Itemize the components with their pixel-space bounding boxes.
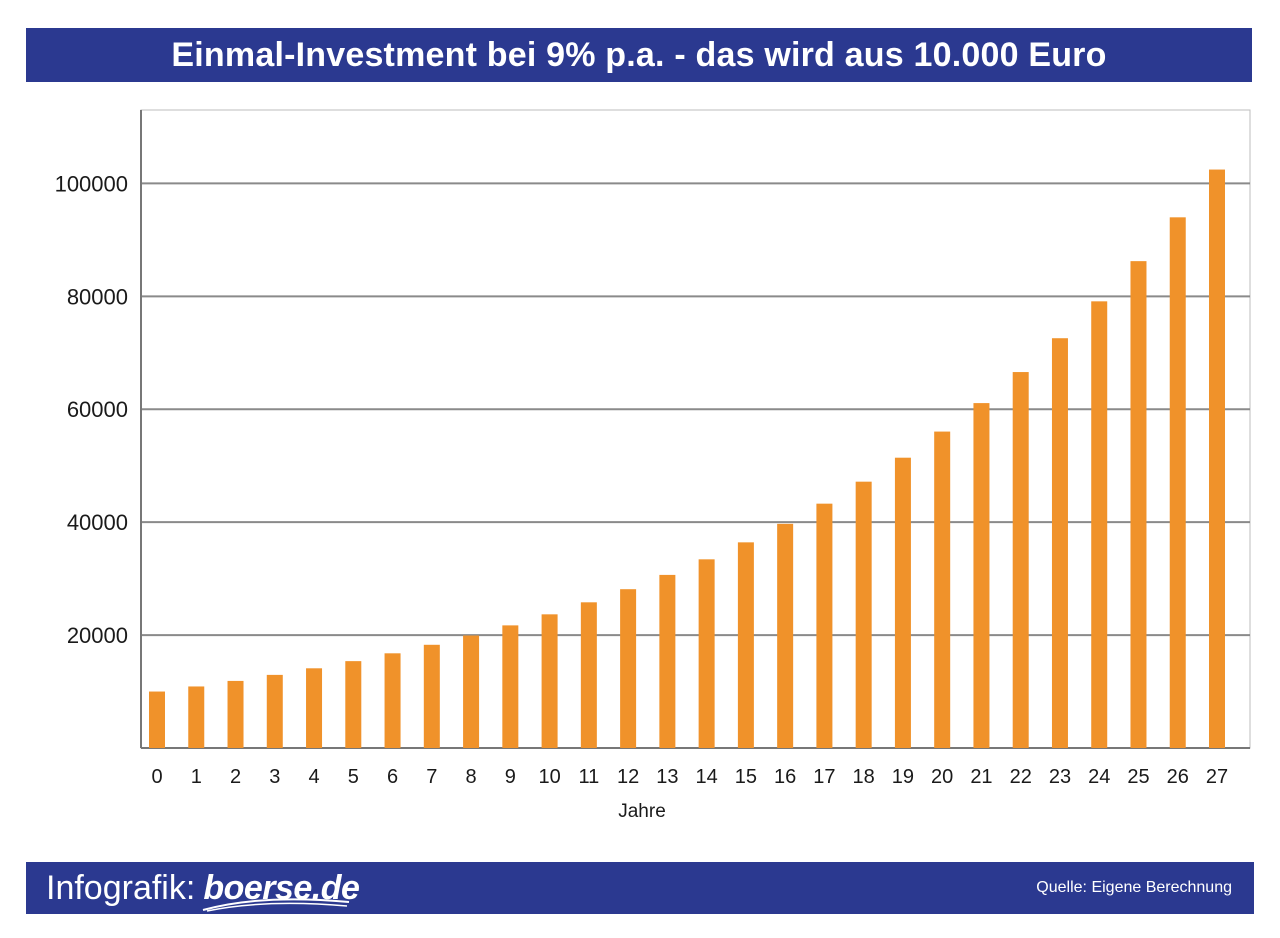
bar [934,431,951,748]
bar [737,542,754,748]
bar [266,674,283,748]
bar [1012,372,1029,748]
x-tick-label: 2 [230,766,241,788]
x-tick-label: 15 [735,766,757,788]
x-tick-label: 16 [774,766,796,788]
bar [1169,217,1186,748]
bar [188,686,205,748]
bar [973,403,990,748]
y-tick-label: 60000 [67,397,128,422]
logo-swoosh-icon [203,898,350,912]
x-tick-label: 0 [151,766,162,788]
x-tick-label: 23 [1049,766,1071,788]
bar [384,653,401,748]
x-tick-label: 17 [813,766,835,788]
y-tick-label: 100000 [55,171,128,196]
x-tick-label: 20 [931,766,953,788]
bar [541,614,558,748]
x-tick-label: 27 [1206,766,1228,788]
bar [580,602,597,748]
bar [659,574,676,748]
x-tick-label: 3 [269,766,280,788]
source-note: Quelle: Eigene Berechnung [1036,879,1232,896]
y-tick-label: 80000 [67,284,128,309]
x-tick-label: 6 [387,766,398,788]
x-tick-label: 4 [308,766,319,788]
bar [149,691,165,748]
x-tick-label: 26 [1167,766,1189,788]
x-tick-label: 1 [191,766,202,788]
x-tick-label: 19 [892,766,914,788]
title-bar: Einmal-Investment bei 9% p.a. - das wird… [26,28,1252,82]
x-tick-label: 10 [538,766,560,788]
x-axis-title: Jahre [618,801,666,822]
bar [1091,301,1108,748]
bar [423,644,440,748]
x-tick-label: 5 [348,766,359,788]
x-tick-label: 18 [853,766,875,788]
boerse-logo: boerse.de [203,862,360,914]
bar [620,589,637,748]
bar [777,523,794,748]
bar [1130,261,1147,748]
bar [894,457,911,748]
bar [816,503,833,748]
bar [855,481,872,748]
bar [463,635,480,748]
infografik-label: Infografik: [46,868,196,907]
x-tick-label: 11 [578,766,599,788]
bar [1051,338,1068,748]
x-tick-label: 7 [426,766,437,788]
x-tick-label: 22 [1010,766,1032,788]
x-tick-label: 8 [466,766,477,788]
footer-bar: Infografik: boerse.de Quelle: Eigene Ber… [26,862,1254,914]
y-tick-label: 40000 [67,510,128,535]
bar [306,668,323,748]
x-tick-label: 13 [656,766,678,788]
x-tick-label: 14 [696,766,718,788]
bar [698,559,715,748]
x-tick-label: 24 [1088,766,1110,788]
y-tick-label: 20000 [67,623,128,648]
footer-branding: Infografik: boerse.de [46,862,360,914]
chart-title: Einmal-Investment bei 9% p.a. - das wird… [171,35,1107,74]
x-tick-label: 25 [1127,766,1149,788]
bar [345,661,362,748]
plot-area [140,109,1251,749]
x-tick-label: 9 [505,766,516,788]
bar [502,625,519,748]
bar [227,680,244,748]
bar [1209,169,1225,749]
x-tick-label: 21 [970,766,992,788]
x-tick-label: 12 [617,766,639,788]
